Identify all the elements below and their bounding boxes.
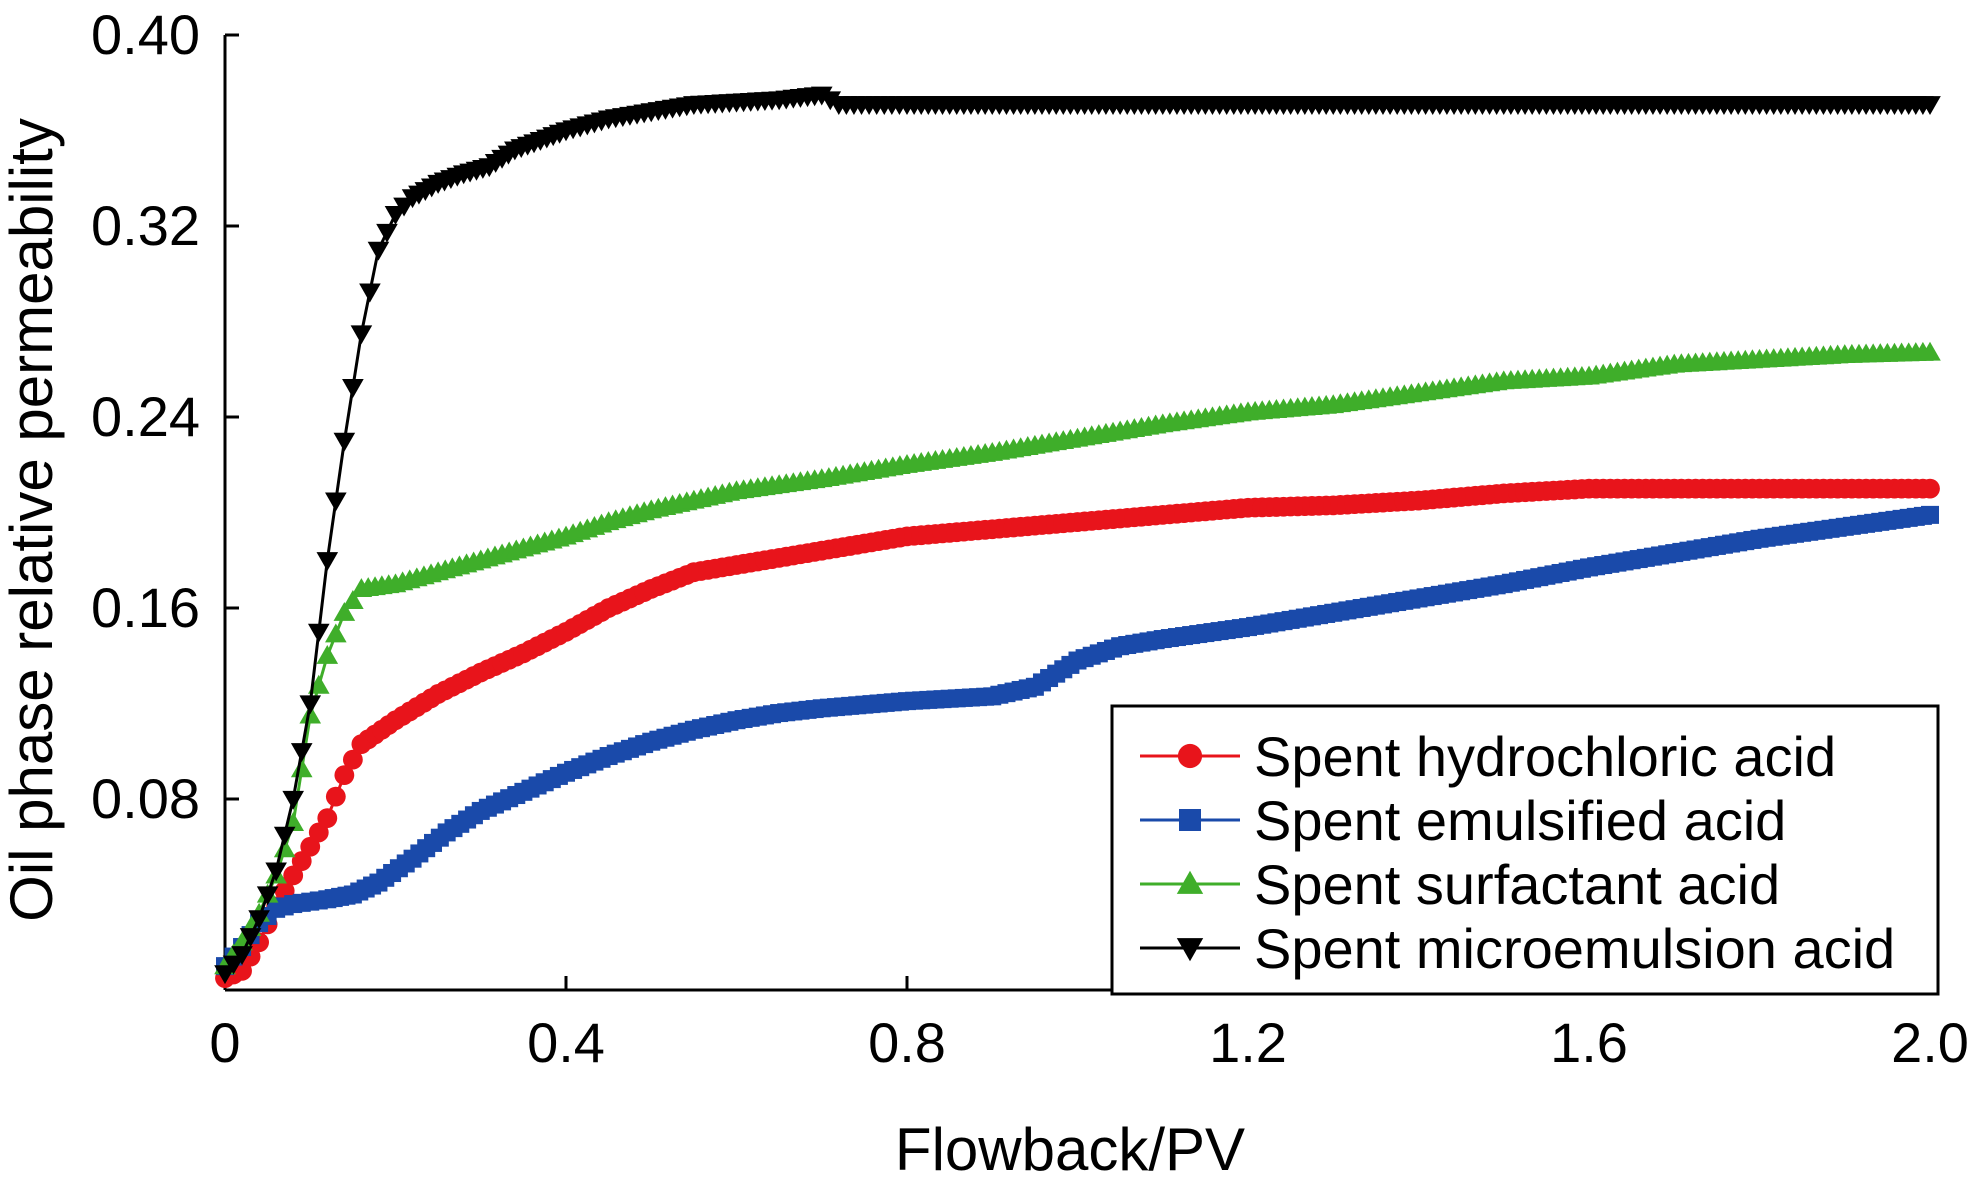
data-point	[325, 786, 346, 807]
x-tick-label: 2.0	[1891, 1011, 1969, 1074]
series	[215, 478, 1940, 988]
data-point	[239, 928, 262, 948]
x-axis-title: Flowback/PV	[895, 1116, 1245, 1183]
x-tick-label: 0	[209, 1011, 240, 1074]
legend-item: Spent emulsified acid	[1140, 789, 1786, 852]
data-point	[317, 808, 338, 828]
data-point	[308, 822, 329, 843]
legend-item: Spent microemulsion acid	[1140, 917, 1895, 980]
data-point	[350, 325, 373, 345]
legend-label: Spent microemulsion acid	[1254, 917, 1895, 980]
data-point	[214, 965, 236, 985]
data-point	[231, 946, 253, 965]
y-tick-label: 0.40	[91, 3, 200, 66]
data-point	[325, 492, 347, 512]
data-point	[367, 241, 390, 261]
data-point	[1176, 938, 1204, 962]
data-point	[299, 695, 322, 715]
data-point	[307, 623, 330, 643]
y-tick-label: 0.16	[91, 576, 200, 639]
series	[216, 505, 1939, 976]
data-point	[333, 601, 356, 621]
data-point	[333, 432, 356, 452]
data-point	[265, 862, 287, 882]
data-point	[273, 826, 296, 846]
data-point	[290, 758, 313, 778]
data-point	[1919, 96, 1941, 116]
data-point	[342, 749, 363, 770]
data-point	[248, 910, 270, 930]
legend-label: Spent emulsified acid	[1254, 789, 1786, 852]
data-point	[342, 590, 364, 609]
x-tick-label: 0.4	[527, 1011, 605, 1074]
data-point	[283, 865, 304, 886]
data-point	[376, 223, 398, 243]
data-point	[810, 86, 833, 106]
data-point	[256, 886, 279, 906]
data-point	[300, 836, 321, 857]
data-point	[282, 790, 304, 810]
data-point	[334, 765, 355, 786]
data-point	[290, 743, 313, 763]
y-tick-label: 0.24	[91, 385, 200, 448]
y-tick-label: 0.08	[91, 767, 200, 830]
legend-box	[1110, 704, 1940, 996]
data-point	[222, 955, 245, 975]
data-point	[316, 644, 339, 664]
x-tick-label: 1.6	[1550, 1011, 1628, 1074]
data-point	[1920, 478, 1940, 499]
data-point	[819, 91, 842, 111]
data-point	[1179, 809, 1201, 831]
data-point	[1177, 743, 1203, 769]
x-tick-label: 1.2	[1209, 1011, 1287, 1074]
legend-item: Spent surfactant acid	[1140, 853, 1780, 916]
data-point	[342, 379, 364, 398]
legend-item: Spent hydrochloric acid	[1140, 725, 1836, 788]
y-axis-title: Oil phase relative permeability	[0, 118, 65, 922]
data-point	[1921, 505, 1939, 524]
legend-label: Spent hydrochloric acid	[1254, 725, 1836, 788]
series	[214, 86, 1941, 985]
data-point	[325, 623, 347, 643]
y-tick-label: 0.32	[91, 194, 200, 257]
data-point	[316, 552, 339, 572]
data-point	[359, 283, 381, 303]
data-point	[1919, 341, 1941, 361]
legend-label: Spent surfactant acid	[1254, 853, 1780, 916]
series-layer	[214, 86, 1941, 988]
x-tick-label: 0.8	[868, 1011, 946, 1074]
data-point	[291, 851, 312, 871]
y-axis: 0.08 0.16 0.24 0.32 0.40	[91, 3, 239, 830]
data-point	[1176, 870, 1204, 894]
